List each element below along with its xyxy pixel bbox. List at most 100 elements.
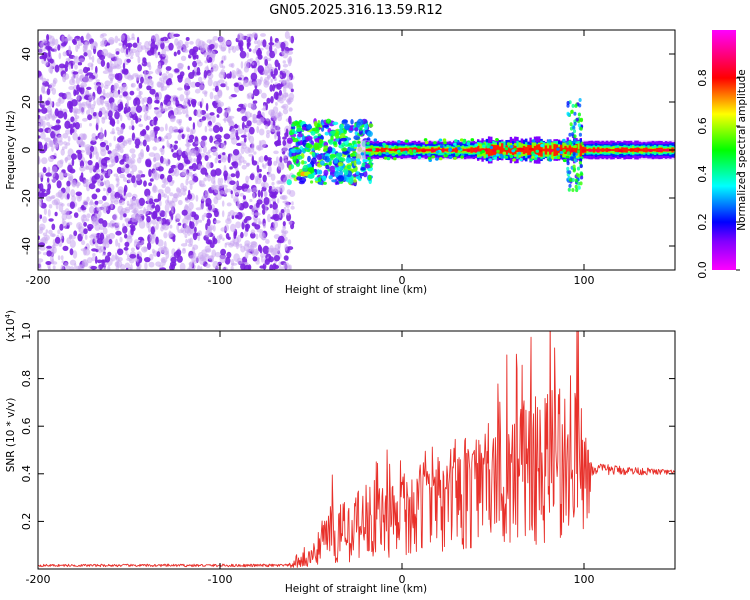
heatmap-cell: [52, 265, 56, 270]
heatmap-cell: [568, 132, 572, 137]
heatmap-cell: [204, 155, 209, 161]
heatmap-cell: [42, 166, 47, 173]
heatmap-cell: [188, 180, 195, 185]
heatmap-cell: [99, 245, 105, 252]
heatmap-cell: [267, 159, 273, 167]
heatmap-cell: [226, 202, 232, 207]
heatmap-cell: [482, 144, 486, 148]
heatmap-cell: [108, 238, 113, 245]
heatmap-cell: [517, 151, 522, 155]
heatmap-cell: [253, 151, 257, 155]
heatmap-cell: [629, 148, 635, 152]
heatmap-cell: [282, 139, 287, 146]
heatmap-cell: [60, 148, 65, 156]
heatmap-cell: [601, 148, 604, 152]
heatmap-cell: [82, 133, 87, 141]
heatmap-cell: [91, 133, 97, 139]
heatmap-cell: [52, 114, 55, 120]
heatmap-cell: [146, 194, 150, 204]
heatmap-cell: [544, 145, 548, 155]
heatmap-cell: [256, 164, 260, 173]
heatmap-cell: [507, 147, 510, 153]
heatmap-cell: [205, 174, 212, 179]
heatmap-cell: [39, 183, 44, 192]
heatmap-cell: [110, 156, 115, 163]
heatmap-cell: [542, 148, 545, 152]
heatmap-cell: [366, 141, 370, 145]
heatmap-cell: [160, 246, 167, 254]
heatmap-cell: [94, 173, 101, 180]
heatmap-cell: [112, 65, 117, 70]
heatmap-cell: [156, 251, 161, 258]
heatmap-cell: [76, 93, 80, 101]
heatmap-cell: [153, 137, 160, 142]
heatmap-cell: [192, 55, 197, 60]
heatmap-cell: [267, 247, 274, 253]
heatmap-cell: [367, 130, 373, 137]
heatmap-cell: [440, 148, 445, 152]
heatmap-cell: [625, 147, 628, 153]
heatmap-cell: [207, 204, 213, 211]
snr-y-axis-title: SNR (10 * v/v): [5, 398, 17, 473]
heatmap-cell: [553, 144, 556, 156]
heatmap-cell: [118, 42, 123, 47]
heatmap-cell: [168, 125, 174, 134]
heatmap-cell: [177, 63, 184, 69]
colorbar-tick-label: 0.2: [696, 213, 709, 231]
heatmap-cell: [578, 132, 583, 137]
heatmap-cell: [487, 143, 491, 157]
heatmap-cell: [360, 152, 365, 156]
heatmap-cell: [466, 142, 471, 146]
heatmap-cell: [318, 138, 324, 144]
heatmap-cell: [212, 63, 219, 72]
heatmap-cell: [119, 114, 123, 122]
heatmap-cell: [112, 213, 118, 221]
heatmap-cell: [122, 223, 125, 228]
heatmap-cell: [614, 148, 617, 152]
heatmap-cell: [177, 74, 184, 80]
heatmap-cell: [664, 148, 670, 152]
heatmap-cell: [146, 204, 152, 211]
snr-series-line: [38, 331, 675, 568]
heatmap-cell: [264, 155, 268, 160]
heatmap-cell: [263, 81, 270, 88]
heatmap-cell: [135, 105, 143, 113]
heatmap-cell: [404, 139, 409, 143]
heatmap-cell: [574, 158, 578, 163]
heatmap-cell: [599, 148, 602, 152]
heatmap-cell: [252, 113, 257, 120]
heatmap-cell: [169, 224, 173, 229]
heatmap-cell: [71, 179, 77, 188]
heatmap-cell: [284, 244, 288, 251]
heatmap-cell: [38, 197, 43, 202]
heatmap-cell: [73, 110, 78, 117]
heatmap-cell: [130, 170, 134, 175]
heatmap-cell: [493, 156, 498, 160]
heatmap-cell: [286, 208, 290, 216]
heatmap-cell: [184, 224, 189, 230]
heatmap-cell: [209, 135, 214, 143]
heatmap-cell: [107, 110, 113, 118]
heatmap-cell: [239, 50, 247, 59]
heatmap-cell: [577, 112, 582, 117]
heatmap-cell: [97, 265, 100, 270]
heatmap-cell: [408, 149, 413, 153]
heatmap-cell: [82, 117, 88, 122]
heatmap-cell: [178, 118, 183, 124]
heatmap-cell: [219, 61, 224, 68]
heatmap-cell: [215, 99, 221, 104]
heatmap-cell: [143, 77, 148, 85]
heatmap-cell: [276, 124, 280, 133]
heatmap-cell: [313, 143, 320, 151]
heatmap-cell: [179, 126, 184, 131]
heatmap-cell: [204, 190, 210, 196]
heatmap-cell: [59, 191, 65, 200]
heatmap-cell: [528, 147, 535, 151]
heatmap-cell: [516, 147, 519, 152]
snr-y-axis: 0.2 0.4 0.6 0.8 1.0: [20, 322, 675, 530]
heatmap-cell: [197, 154, 202, 161]
heatmap-cell: [43, 234, 50, 241]
heatmap-cell: [288, 115, 292, 125]
heatmap-cell: [391, 153, 396, 157]
